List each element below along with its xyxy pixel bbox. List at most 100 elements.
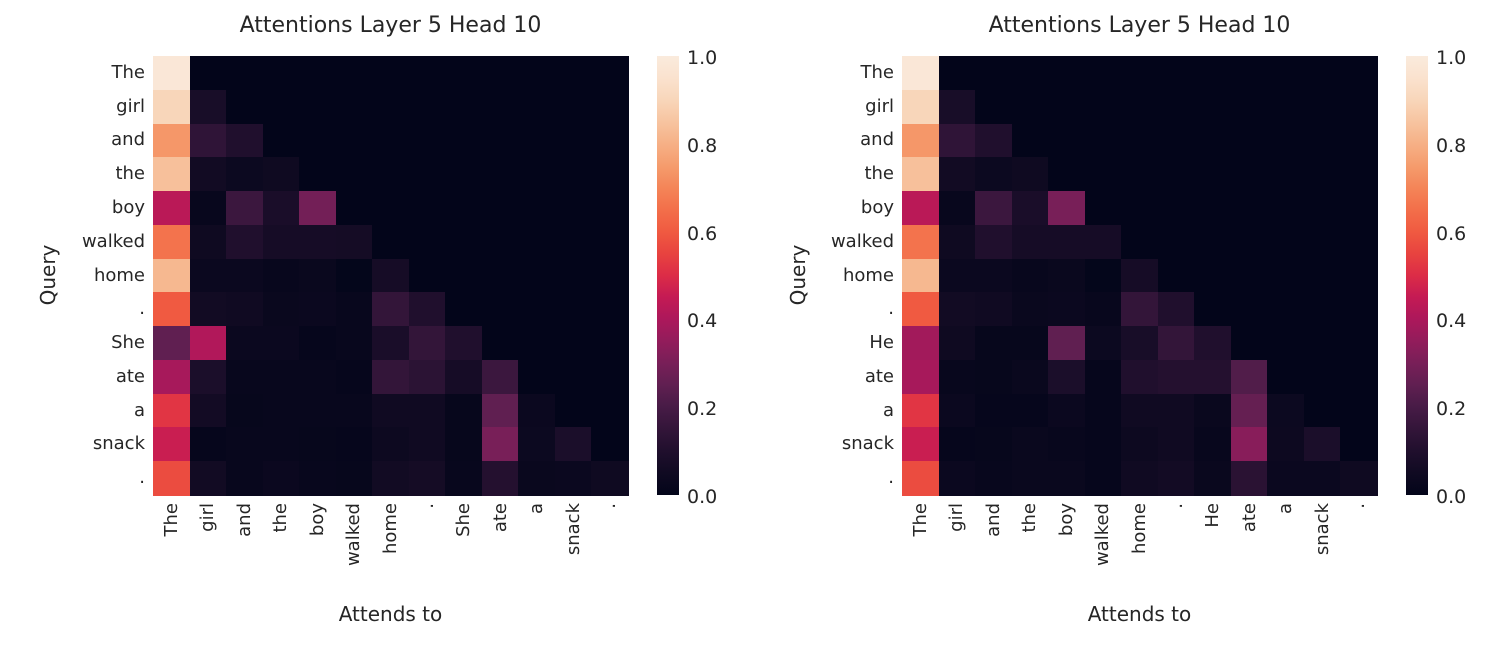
heatmap-cell — [372, 56, 410, 91]
y-tick-label: boy — [860, 196, 894, 218]
heatmap-cell — [1048, 89, 1086, 125]
heatmap-cell — [1230, 157, 1268, 192]
heatmap-cell — [189, 461, 227, 496]
heatmap-cell — [518, 292, 556, 327]
heatmap-cell — [299, 191, 337, 226]
heatmap-cell — [335, 393, 373, 429]
heatmap-cell — [1267, 292, 1305, 327]
heatmap-cell — [481, 326, 519, 361]
heatmap-cell — [554, 157, 593, 192]
colorbar-left — [657, 56, 679, 495]
colorbar-tick-label: 0.0 — [687, 486, 718, 508]
heatmap-cell — [518, 56, 556, 91]
x-tick-label: boy — [1055, 503, 1077, 537]
heatmap-cell — [1011, 56, 1049, 91]
heatmap-cell — [481, 56, 519, 91]
heatmap-cell — [408, 224, 446, 260]
colorbar-tick-label: 0.4 — [687, 310, 718, 333]
heatmap-cell — [262, 89, 300, 125]
heatmap-cell — [1011, 393, 1049, 429]
heatmap-cell — [1157, 427, 1195, 462]
heatmap-cell — [481, 191, 519, 226]
y-tick-label: the — [864, 163, 894, 185]
heatmap-cell — [335, 326, 373, 361]
heatmap-cell — [975, 359, 1013, 395]
colorbar-tick-label: 0.6 — [687, 222, 718, 245]
heatmap-cell — [1340, 359, 1378, 395]
heatmap-cell — [445, 326, 483, 361]
heatmap-cell — [554, 191, 593, 226]
heatmap-cell — [591, 123, 629, 158]
heatmap-cell — [262, 359, 300, 395]
heatmap-cell — [1157, 224, 1195, 260]
heatmap-cell — [226, 258, 264, 293]
heatmap-cell — [1230, 292, 1268, 327]
heatmap-cell — [1084, 191, 1122, 226]
heatmap-cell — [335, 359, 373, 395]
heatmap-cell — [1303, 157, 1342, 192]
heatmap-cell — [1084, 157, 1122, 192]
colorbar-tick-label: 1.0 — [687, 47, 718, 69]
heatmap-cell — [902, 292, 940, 327]
colorbar-tick-label: 0.4 — [1436, 310, 1467, 333]
heatmap-cell — [262, 292, 300, 327]
heatmap-cell — [1194, 461, 1232, 496]
heatmap-cell — [153, 89, 191, 125]
heatmap-cell — [1230, 461, 1268, 496]
heatmap-cell — [189, 191, 227, 226]
heatmap-cell — [1084, 393, 1122, 429]
heatmap-cell — [1048, 461, 1086, 496]
heatmap-cell — [1194, 224, 1232, 260]
heatmap-cell — [938, 359, 976, 395]
colorbar-tick-label: 0.2 — [1436, 398, 1467, 421]
heatmap-cell — [335, 224, 373, 260]
heatmap-cell — [1267, 224, 1305, 260]
heatmap-cell — [1303, 427, 1342, 462]
heatmap-cell — [554, 56, 593, 91]
heatmap-cell — [938, 461, 976, 496]
heatmap-cell — [153, 157, 191, 192]
heatmap-cell — [372, 326, 410, 361]
y-tick-label: snack — [92, 433, 145, 455]
heatmap-cell — [518, 89, 556, 125]
heatmap-cell — [518, 393, 556, 429]
heatmap-cell — [262, 461, 300, 496]
y-tick-label: She — [111, 332, 145, 354]
y-tick-label: He — [869, 332, 894, 354]
heatmap-cell — [1340, 292, 1378, 327]
heatmap-cell — [1084, 359, 1122, 395]
heatmap-cell — [1194, 157, 1232, 192]
x-tick-label: snack — [1311, 503, 1333, 556]
heatmap-cell — [408, 359, 446, 395]
heatmap-cell — [408, 123, 446, 158]
heatmap-cell — [938, 191, 976, 226]
heatmap-cell — [554, 258, 593, 293]
heatmap-cell — [189, 359, 227, 395]
heatmap-cell — [481, 393, 519, 429]
y-tick-label: walked — [830, 230, 894, 252]
heatmap-cell — [1303, 123, 1342, 158]
y-tick-label: and — [860, 129, 894, 151]
heatmap-cell — [1303, 461, 1342, 496]
heatmap-cell — [226, 56, 264, 91]
heatmap-cell — [372, 191, 410, 226]
colorbar-tick-label: 1.0 — [1436, 47, 1467, 69]
heatmap-cell — [938, 258, 976, 293]
heatmap-cell — [1011, 292, 1049, 327]
heatmap-cell — [518, 191, 556, 226]
heatmap-cell — [445, 56, 483, 91]
x-tick-label: and — [982, 503, 1004, 537]
heatmap-cell — [1011, 326, 1049, 361]
heatmap-cell — [938, 157, 976, 192]
heatmap-cell — [1194, 123, 1232, 158]
heatmap-cell — [481, 292, 519, 327]
heatmap-cell — [262, 326, 300, 361]
heatmap-cell — [481, 359, 519, 395]
x-tick-label: He — [1202, 503, 1224, 528]
heatmap-cell — [938, 427, 976, 462]
heatmap-cell — [1267, 89, 1305, 125]
heatmap-cell — [408, 157, 446, 192]
heatmap-cell — [189, 292, 227, 327]
heatmap-cell — [1121, 56, 1159, 91]
heatmap-cell — [262, 123, 300, 158]
